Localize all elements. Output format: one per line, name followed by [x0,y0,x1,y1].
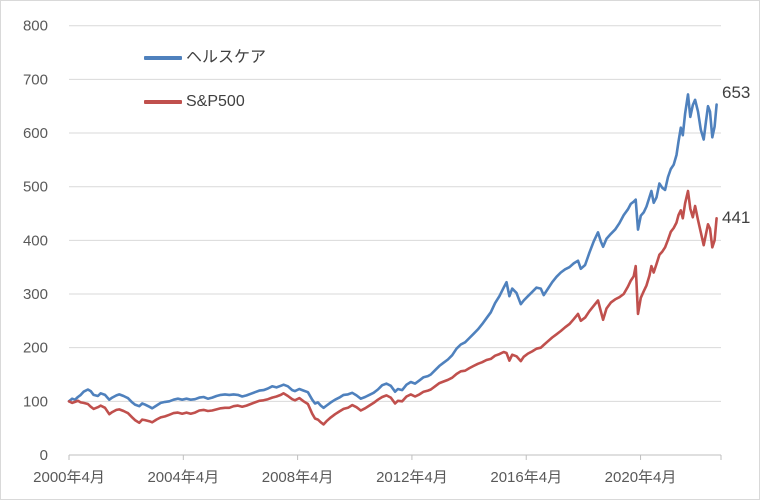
legend-swatch-healthcare [144,56,182,60]
legend-label-healthcare: ヘルスケア [186,49,267,66]
legend-swatch-sp500 [144,100,182,104]
series-line-sp500 [67,189,718,426]
y-tick-label-600: 600 [23,125,48,142]
x-tick-label-5: 2020年4月 [605,469,677,486]
x-tick-label-0: 2000年4月 [33,469,105,486]
end-value-label-sp500: 441 [722,208,751,227]
y-tick-label-700: 700 [23,71,48,88]
y-tick-label-0: 0 [40,447,48,464]
y-tick-label-100: 100 [23,393,48,410]
y-tick-label-500: 500 [23,179,48,196]
y-tick-label-200: 200 [23,340,48,357]
legend-item-sp500: S&P500 [144,92,245,112]
x-tick-label-1: 2004年4月 [147,469,219,486]
y-tick-label-400: 400 [23,232,48,249]
x-tick-label-4: 2016年4月 [490,469,562,486]
end-value-label-healthcare: 653 [722,83,751,102]
legend-item-healthcare: ヘルスケア [144,48,266,68]
y-tick-label-300: 300 [23,286,48,303]
x-tick-label-3: 2012年4月 [376,469,448,486]
legend-label-sp500: S&P500 [186,93,245,110]
y-tick-label-800: 800 [23,18,48,35]
x-tick-label-2: 2008年4月 [262,469,334,486]
series-line-healthcare [67,93,718,410]
